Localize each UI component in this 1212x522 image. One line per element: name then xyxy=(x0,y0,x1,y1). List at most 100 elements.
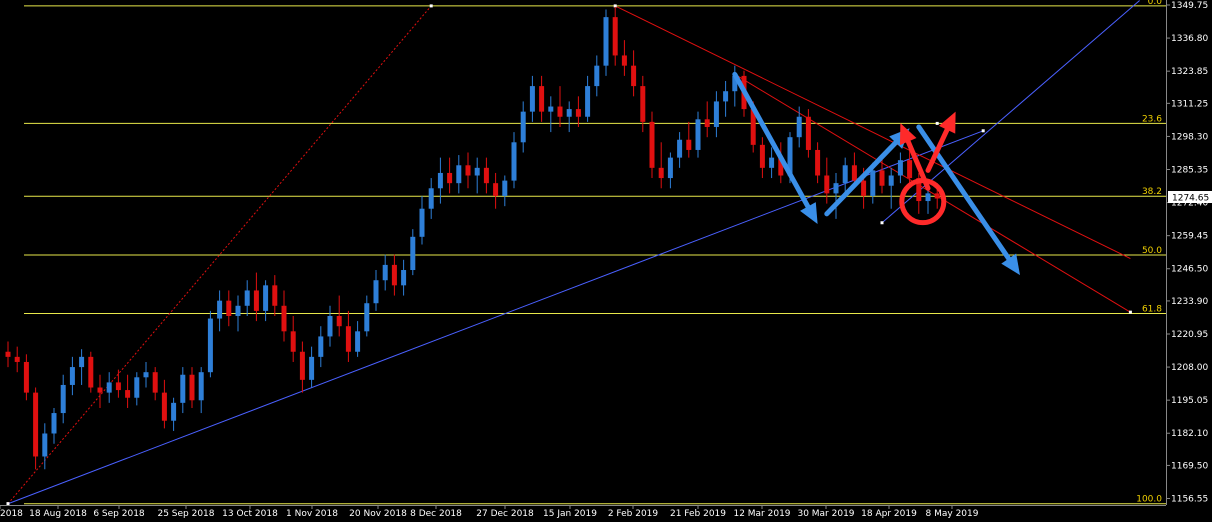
candle-body xyxy=(566,109,572,117)
candle-body xyxy=(658,167,664,179)
candle-body xyxy=(456,165,462,184)
candle-body xyxy=(373,280,379,304)
candle-body xyxy=(217,300,223,319)
candle-body xyxy=(750,109,756,145)
candle-body xyxy=(667,157,673,179)
candle-body xyxy=(226,300,232,316)
trendline-anchor-point xyxy=(6,502,10,506)
trendline-anchor-point xyxy=(613,4,617,8)
candle-body xyxy=(345,326,351,352)
candle-body xyxy=(713,101,719,127)
candle-body xyxy=(327,315,333,337)
candle-body xyxy=(493,183,499,196)
current-price-tag: 1274.65 xyxy=(1168,191,1212,204)
candle-body xyxy=(621,55,627,66)
x-tick-label: 18 Aug 2018 xyxy=(29,509,87,519)
candle-body xyxy=(612,17,618,56)
candle-body xyxy=(585,86,591,117)
candle-body xyxy=(759,144,765,168)
candle-body xyxy=(51,413,57,434)
candle-body xyxy=(69,367,75,385)
candle-body xyxy=(198,372,204,401)
candle-body xyxy=(723,91,729,102)
blue-arrow xyxy=(732,71,811,210)
y-tick-label: 1169.50 xyxy=(1171,461,1208,471)
x-tick-label: 21 Feb 2019 xyxy=(670,509,726,519)
blue-arrow xyxy=(824,140,899,217)
x-tick-label: 2018 xyxy=(0,509,23,519)
trendline-anchor-point xyxy=(880,221,884,225)
candle-body xyxy=(824,175,830,194)
candle-body xyxy=(907,160,913,179)
candle-body xyxy=(842,165,848,184)
candle-body xyxy=(355,331,361,352)
y-tick-label: 1285.35 xyxy=(1171,166,1208,176)
candle-body xyxy=(511,142,517,181)
candle-body xyxy=(244,290,250,306)
candle-body xyxy=(787,137,793,176)
current-price-box xyxy=(1168,191,1212,203)
candle-body xyxy=(180,374,186,403)
x-tick-label: 2 Feb 2019 xyxy=(608,509,659,519)
candle-body xyxy=(548,106,554,112)
candle-body xyxy=(14,356,20,362)
candle-body xyxy=(529,86,535,112)
candle-body xyxy=(253,290,259,311)
blue-arrow-head xyxy=(1001,253,1020,276)
y-tick-label: 1298.30 xyxy=(1171,132,1208,142)
candle-body xyxy=(152,372,158,393)
candle-body xyxy=(336,315,342,327)
candle-body xyxy=(879,170,885,186)
candle-body xyxy=(235,305,241,316)
candle-body xyxy=(364,303,370,332)
x-tick-label: 6 Sep 2018 xyxy=(93,509,145,519)
candle-body xyxy=(106,382,112,393)
candle-body xyxy=(125,390,131,398)
candle-body xyxy=(437,172,443,189)
trendline-red xyxy=(734,73,1131,313)
candle-body xyxy=(778,157,784,176)
candle-body xyxy=(391,264,397,286)
candle-body xyxy=(686,139,692,150)
candle-body xyxy=(447,172,453,184)
candle-body xyxy=(805,116,811,150)
candle-body xyxy=(833,183,839,194)
x-tick-label: 15 Jan 2019 xyxy=(543,509,597,519)
annotations xyxy=(732,71,1020,276)
candle-body xyxy=(934,193,940,199)
candle-body xyxy=(290,331,296,352)
candle-body xyxy=(318,336,324,357)
y-tick-label: 1182.10 xyxy=(1171,429,1208,439)
candle-body xyxy=(60,384,66,414)
trendline-anchor-point xyxy=(981,129,985,133)
candle-body xyxy=(382,264,388,281)
candle-body xyxy=(281,305,287,332)
red-arrow xyxy=(925,127,950,173)
fib-level-label: 23.6 xyxy=(1142,114,1162,124)
x-tick-label: 13 Oct 2018 xyxy=(222,509,278,519)
y-tick-label: 1233.90 xyxy=(1171,297,1208,307)
red-arrow-head xyxy=(899,123,917,146)
fib-level-label: 50.0 xyxy=(1142,246,1162,256)
candle-body xyxy=(88,356,94,388)
candle-body xyxy=(410,236,416,271)
candle-body xyxy=(189,374,195,401)
trendline-anchor-point xyxy=(1128,310,1132,314)
y-tick-label: 1336.80 xyxy=(1171,34,1208,44)
y-tick-label: 1195.05 xyxy=(1171,396,1208,406)
fibonacci-retracement: 0.0 23.6 38.2 50.0 61.8 100.0 xyxy=(24,0,1166,505)
candle-body xyxy=(897,160,903,176)
current-price-label: 1274.65 xyxy=(1172,194,1209,204)
candle-body xyxy=(925,193,931,202)
y-tick-label: 1156.55 xyxy=(1171,495,1208,505)
candle-body xyxy=(640,86,646,122)
candle-body xyxy=(851,165,857,181)
candle-body xyxy=(815,149,821,176)
trendline-red xyxy=(614,5,1131,259)
x-tick-label: 20 Nov 2018 xyxy=(349,509,407,519)
y-tick-label: 1208.00 xyxy=(1171,363,1208,373)
candle-body xyxy=(520,111,526,143)
candle-body xyxy=(97,387,103,393)
